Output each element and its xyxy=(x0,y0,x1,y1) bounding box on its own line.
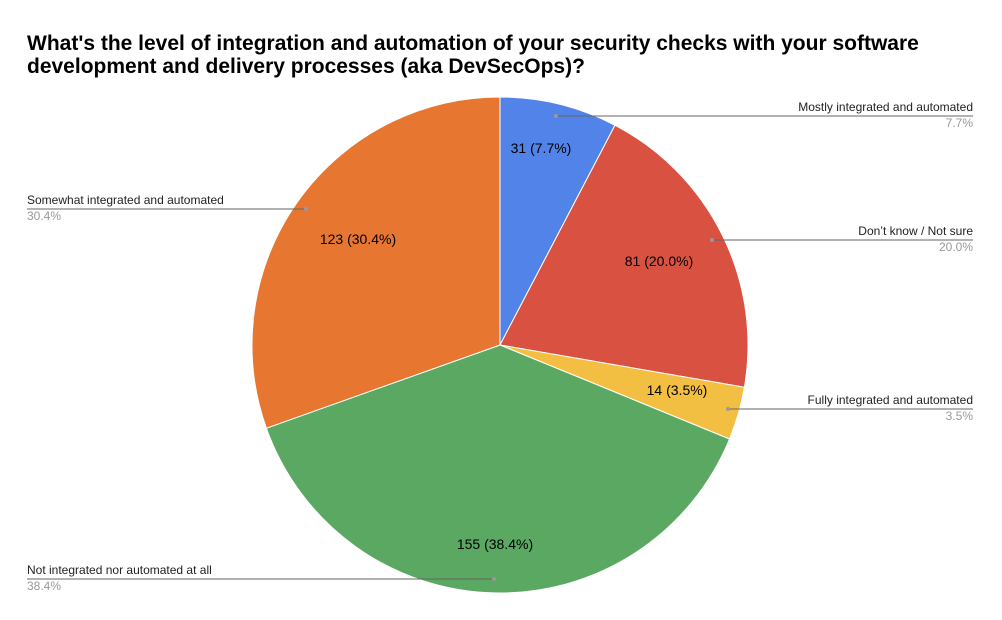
legend-percent: 20.0% xyxy=(939,240,973,254)
legend-label: Somewhat integrated and automated xyxy=(27,193,224,207)
legend-percent: 38.4% xyxy=(27,579,61,593)
legend-percent: 30.4% xyxy=(27,209,61,223)
slice-data-label: 155 (38.4%) xyxy=(457,536,533,552)
slice-data-label: 81 (20.0%) xyxy=(625,253,693,269)
slice-data-label: 14 (3.5%) xyxy=(647,382,708,398)
pie-slice xyxy=(499,96,616,346)
slice-data-label: 123 (30.4%) xyxy=(320,231,396,247)
slice-data-label: 31 (7.7%) xyxy=(511,140,572,156)
legend-label: Don’t know / Not sure xyxy=(858,224,973,238)
leader-dot xyxy=(726,407,730,411)
leader-dot xyxy=(304,207,308,211)
pie-slice xyxy=(251,96,501,429)
legend-label: Fully integrated and automated xyxy=(808,393,973,407)
pie-slice xyxy=(499,124,749,388)
legend-percent: 7.7% xyxy=(946,116,974,130)
legend-label: Not integrated nor automated at all xyxy=(27,563,212,577)
leader-dot xyxy=(710,238,714,242)
legend-label: Mostly integrated and automated xyxy=(798,100,973,114)
leader-dot xyxy=(554,114,558,118)
pie-slice xyxy=(265,344,731,594)
legend-percent: 3.5% xyxy=(946,409,974,423)
chart-title: What's the level of integration and auto… xyxy=(27,32,919,78)
leader-dot xyxy=(492,577,496,581)
